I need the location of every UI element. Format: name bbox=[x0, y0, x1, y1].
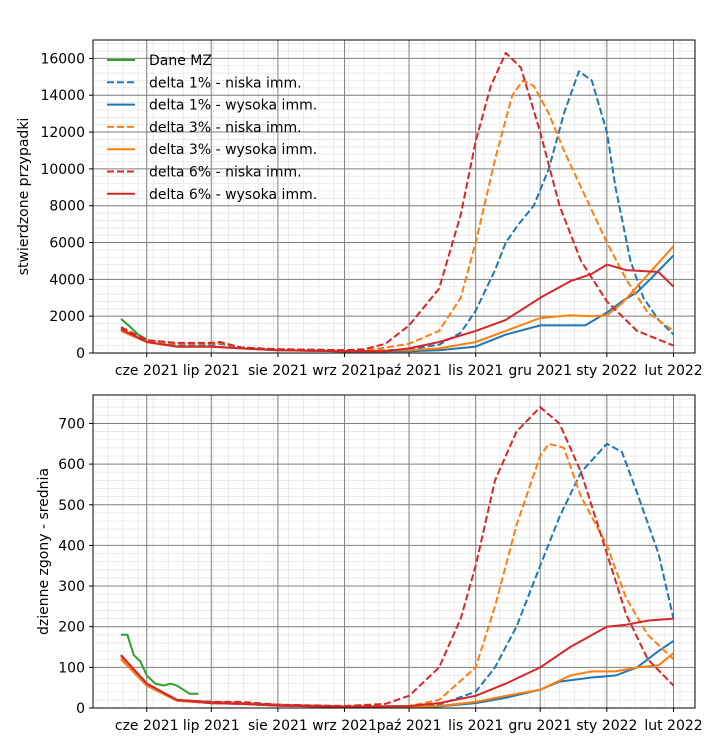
x-tick-label: sie 2021 bbox=[248, 363, 308, 379]
x-tick-label: paź 2021 bbox=[377, 718, 442, 734]
legend-entry: delta 1% - wysoka imm. bbox=[149, 98, 317, 114]
x-tick-label: sie 2021 bbox=[248, 718, 308, 734]
x-tick-label: wrz 2021 bbox=[312, 718, 377, 734]
deaths-chart: 0 100 200 300 400 500 600 700 cze 2021 lip 2021 si… bbox=[36, 394, 703, 734]
y-tick-label: 0 bbox=[76, 346, 85, 362]
x-tick-label: lip 2021 bbox=[183, 718, 240, 734]
x-tick-label: gru 2021 bbox=[508, 718, 572, 734]
x-tick-label: gru 2021 bbox=[508, 363, 572, 379]
series-line bbox=[120, 254, 675, 353]
series-line bbox=[120, 51, 674, 352]
legend-entry: delta 3% - niska imm. bbox=[149, 120, 302, 136]
plot-frame bbox=[92, 394, 696, 709]
cases-chart: 0 2000 4000 6000 8000 10000 12000 14000 16000 cze… bbox=[16, 39, 703, 379]
series-line bbox=[120, 263, 675, 353]
y-tick-label: 14000 bbox=[40, 88, 85, 104]
x-tick-label: lis 2021 bbox=[448, 363, 503, 379]
legend-entry: Dane MZ bbox=[149, 53, 212, 69]
y-tick-label: 12000 bbox=[40, 125, 85, 141]
series-line bbox=[120, 406, 675, 707]
x-tick-label: lut 2022 bbox=[644, 718, 702, 734]
plot-frame bbox=[92, 39, 696, 354]
x-tick-label: lis 2021 bbox=[448, 718, 503, 734]
series-line bbox=[121, 633, 199, 695]
legend-entry: delta 1% - niska imm. bbox=[149, 75, 302, 91]
legend-entry: delta 6% - niska imm. bbox=[149, 165, 302, 181]
legend-entry: delta 3% - wysoka imm. bbox=[149, 142, 317, 158]
x-tick-label: sty 2022 bbox=[576, 363, 637, 379]
y-tick-label: 6000 bbox=[49, 236, 85, 252]
x-tick-label: paź 2021 bbox=[377, 363, 442, 379]
y-tick-label: 0 bbox=[76, 701, 85, 717]
x-tick-label: cze 2021 bbox=[115, 363, 179, 379]
x-tick-label: lip 2021 bbox=[183, 363, 240, 379]
y-tick-label: 4000 bbox=[49, 272, 85, 288]
series-line bbox=[120, 617, 674, 708]
y-tick-label: 700 bbox=[58, 416, 85, 432]
minor-grid bbox=[92, 395, 696, 709]
legend: Dane MZ delta 1% - niska imm. delta 1% - w… bbox=[107, 53, 317, 203]
y-tick-label: 300 bbox=[58, 579, 85, 595]
y-tick-label: 500 bbox=[58, 498, 85, 514]
x-tick-label: sty 2022 bbox=[576, 718, 637, 734]
x-tick-label: lut 2022 bbox=[644, 363, 702, 379]
y-tick-label: 2000 bbox=[49, 309, 85, 325]
y-axis-label: stwierdzone przypadki bbox=[16, 118, 32, 276]
legend-entry: delta 6% - wysoka imm. bbox=[149, 187, 317, 203]
y-tick-label: 8000 bbox=[49, 199, 85, 215]
y-tick-label: 400 bbox=[58, 538, 85, 554]
y-tick-label: 16000 bbox=[40, 51, 85, 67]
series-line bbox=[120, 442, 675, 708]
y-axis-label: dzienne zgony - srednia bbox=[36, 468, 52, 635]
x-tick-label: wrz 2021 bbox=[312, 363, 377, 379]
y-tick-label: 10000 bbox=[40, 162, 85, 178]
y-tick-label: 100 bbox=[58, 660, 85, 676]
x-tick-label: cze 2021 bbox=[115, 718, 179, 734]
y-tick-label: 200 bbox=[58, 620, 85, 636]
series-line bbox=[120, 70, 675, 352]
y-tick-label: 600 bbox=[58, 457, 85, 473]
